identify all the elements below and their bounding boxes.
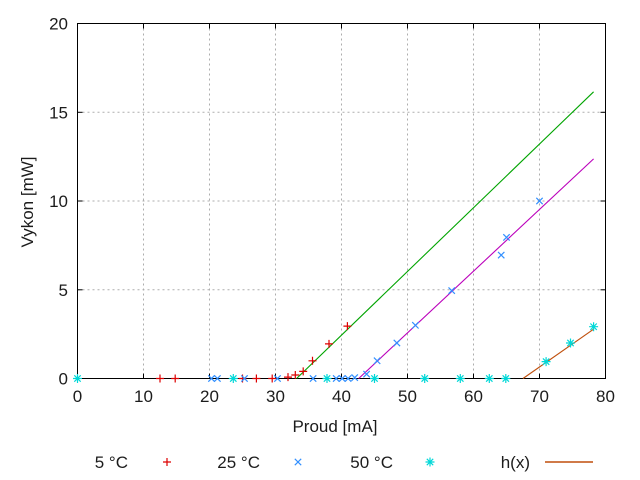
y-axis-label: Vykon [mW] xyxy=(18,157,37,248)
x-axis-label: Proud [mA] xyxy=(292,417,377,436)
line-fit-5c xyxy=(296,91,594,379)
y-tick-label-5: 5 xyxy=(59,281,68,300)
legend-label-5-c: 5 °C xyxy=(95,453,128,472)
legend-item-5-c: 5 °C xyxy=(95,453,171,472)
tick-labels: 0 10 20 30 40 50 60 70 80 0 5 10 15 20 xyxy=(49,15,615,407)
x-tick-label-50: 50 xyxy=(398,387,417,406)
x-tick-label-10: 10 xyxy=(134,387,153,406)
x-tick-label-40: 40 xyxy=(332,387,351,406)
legend-marker-25-c xyxy=(294,458,302,466)
legend-label-h-x: h(x) xyxy=(501,453,530,472)
x-tick-label-60: 60 xyxy=(464,387,483,406)
y-tick-label-20: 20 xyxy=(49,15,68,34)
legend-label-50-c: 50 °C xyxy=(350,453,393,472)
legend-item-25-c: 25 °C xyxy=(217,453,302,472)
x-tick-label-70: 70 xyxy=(530,387,549,406)
legend-label-25-c: 25 °C xyxy=(217,453,260,472)
x-tick-label-20: 20 xyxy=(200,387,219,406)
line-h-x xyxy=(522,328,594,379)
legend-item-h-x: h(x) xyxy=(501,453,593,472)
series-25-c-points xyxy=(207,197,544,383)
plot-series xyxy=(73,91,599,383)
gridlines xyxy=(77,23,606,379)
y-tick-label-0: 0 xyxy=(59,370,68,389)
x-tick-label-30: 30 xyxy=(266,387,285,406)
legend-marker-50-c xyxy=(425,457,435,467)
y-tick-label-15: 15 xyxy=(49,103,68,122)
legend-marker-5-c xyxy=(163,458,171,466)
legend-item-50-c: 50 °C xyxy=(350,453,435,472)
x-tick-label-0: 0 xyxy=(73,387,82,406)
series-5-c-points xyxy=(156,322,352,383)
y-tick-label-10: 10 xyxy=(49,192,68,211)
x-tick-label-80: 80 xyxy=(596,387,615,406)
series-50-c-points xyxy=(73,322,599,383)
legend: 5 °C 25 °C 50 °C h(x) xyxy=(95,453,593,472)
